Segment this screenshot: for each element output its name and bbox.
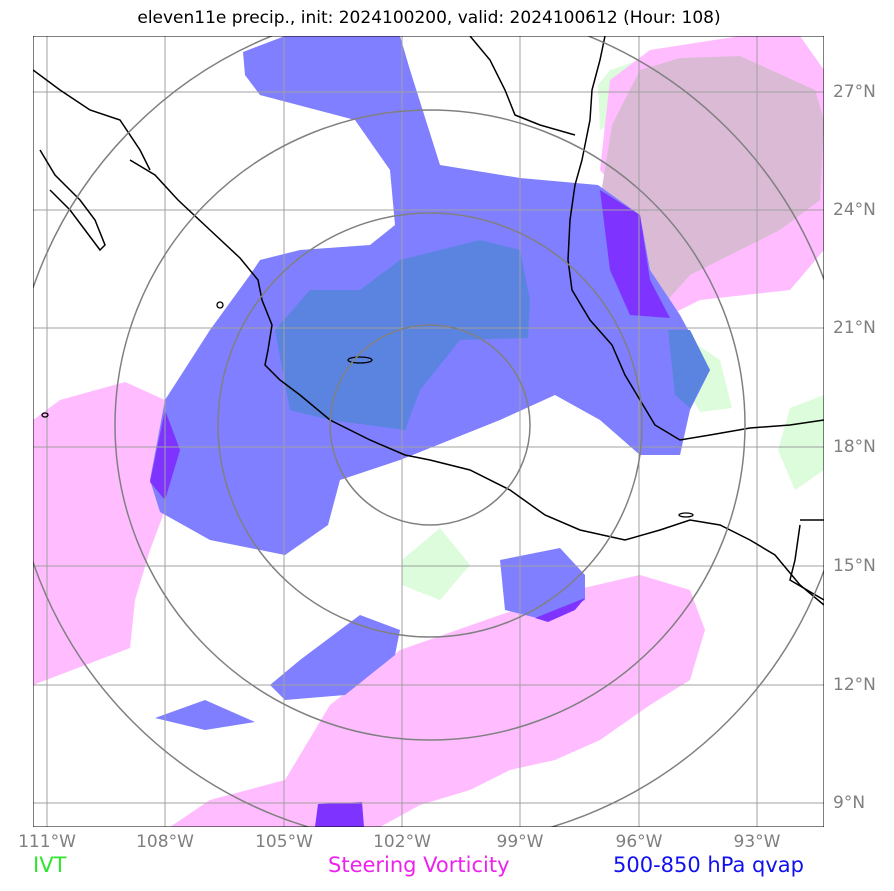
overlap-region [600,56,824,320]
ivt-region [778,395,824,490]
qvap-strong-region [600,190,670,318]
vorticity-region [170,575,705,827]
island [678,512,694,518]
latitude-label: 21°N [833,318,876,338]
latitude-label: 15°N [833,556,876,576]
legend-steering-vorticity: Steering Vorticity [328,853,510,877]
longitude-label: 93°W [733,832,781,852]
island [216,301,224,309]
latitude-label: 12°N [833,675,876,695]
qvap-strong-region [315,802,364,827]
longitude-label: 102°W [373,832,431,852]
coastline-yucatan [789,519,824,601]
range-rings [33,36,824,827]
coastline-pacific [129,159,824,606]
map-plot [33,36,824,827]
gridlines [33,36,824,827]
qvap-region [155,700,255,730]
range-ring [217,212,643,638]
coastlines [33,36,824,606]
map-title: eleven11e precip., init: 2024100200, val… [137,8,721,28]
latitude-label: 9°N [833,793,866,813]
island [41,412,49,418]
longitude-label: 108°W [136,832,194,852]
vorticity-region [33,382,165,685]
legend-ivt: IVT [33,853,67,877]
qvap-region [270,615,400,700]
legend-qvap: 500-850 hPa qvap [613,853,804,877]
coastline-north [469,36,576,136]
islands [41,301,694,518]
longitude-label: 99°W [496,832,544,852]
ivt-region [402,528,470,600]
longitude-label: 105°W [255,832,313,852]
range-ring [114,109,746,741]
latitude-label: 18°N [833,437,876,457]
range-ring [329,324,531,526]
island [347,356,373,364]
coastline-gulf [567,36,824,441]
longitude-label: 111°W [18,832,76,852]
longitude-label: 96°W [615,832,663,852]
qvap-strong-region [535,598,585,622]
latitude-label: 24°N [833,200,876,220]
coastline-baja [33,69,151,252]
latitude-label: 27°N [833,82,876,102]
qvap-core-region [668,330,710,408]
